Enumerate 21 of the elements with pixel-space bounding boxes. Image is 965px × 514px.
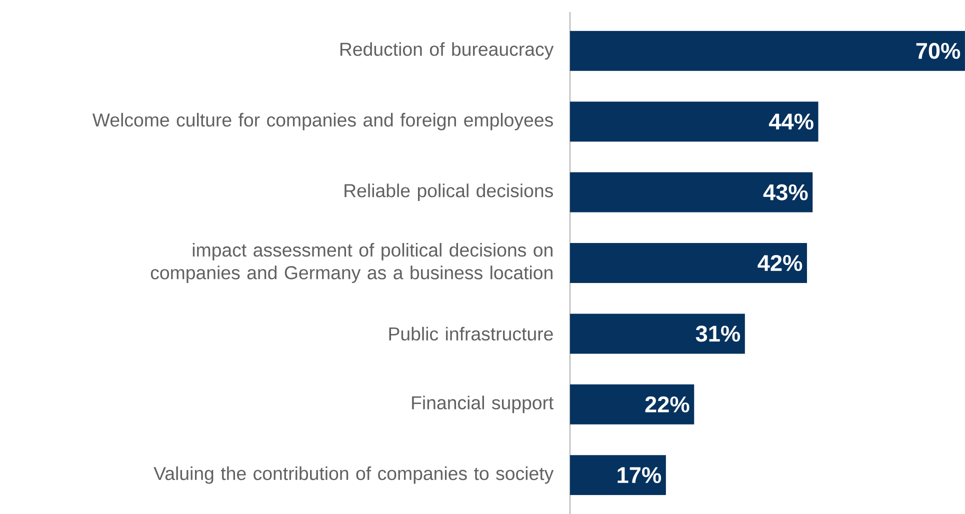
y-tick-label: Public infrastructure: [389, 326, 553, 341]
bar: [570, 455, 666, 496]
bar: [570, 314, 745, 354]
data-label: 17%: [618, 467, 662, 484]
data-label: 43%: [763, 184, 808, 200]
data-label: 31%: [696, 326, 740, 342]
bar: [570, 384, 694, 424]
y-tick-label: Valuing the contribution of companies to society: [154, 466, 554, 484]
y-tick-label: impact assessment of political decisions on companies and Germany as a business location: [150, 242, 552, 284]
bar: [570, 172, 813, 212]
y-tick-label: Financial support: [412, 396, 554, 414]
data-label: 70%: [916, 42, 960, 59]
bar: [570, 243, 807, 283]
data-label: 44%: [768, 114, 814, 130]
y-tick-label: Reliable polical decisions: [344, 184, 553, 201]
bar: [570, 102, 818, 142]
bar: [570, 30, 965, 71]
data-label: 42%: [758, 254, 802, 271]
y-tick-label: Welcome culture for companies and foreign employees: [92, 112, 553, 130]
data-label: 22%: [645, 396, 690, 412]
y-tick-label: Reduction of bureaucracy: [340, 42, 554, 60]
